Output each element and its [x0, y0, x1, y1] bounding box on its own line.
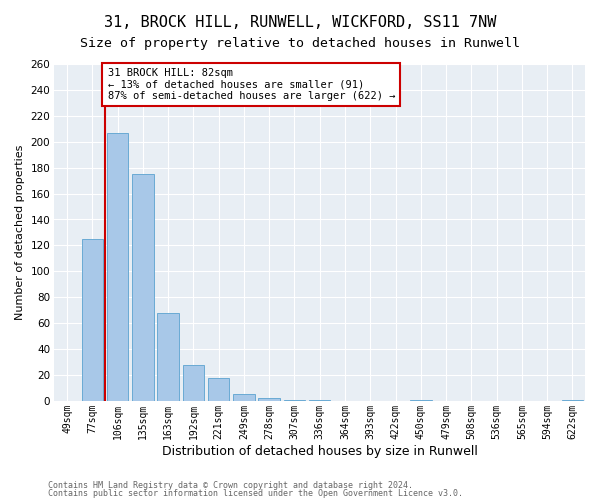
Bar	[309, 400, 331, 401]
Bar	[82, 239, 103, 401]
Bar	[208, 378, 229, 401]
Bar	[132, 174, 154, 401]
Text: Contains public sector information licensed under the Open Government Licence v3: Contains public sector information licen…	[48, 489, 463, 498]
Y-axis label: Number of detached properties: Number of detached properties	[15, 145, 25, 320]
Text: 31, BROCK HILL, RUNWELL, WICKFORD, SS11 7NW: 31, BROCK HILL, RUNWELL, WICKFORD, SS11 …	[104, 15, 496, 30]
X-axis label: Distribution of detached houses by size in Runwell: Distribution of detached houses by size …	[162, 444, 478, 458]
Bar	[410, 400, 431, 401]
Bar	[182, 364, 204, 401]
Bar	[157, 313, 179, 401]
Bar	[107, 132, 128, 401]
Bar	[284, 400, 305, 401]
Bar	[233, 394, 254, 401]
Bar	[259, 398, 280, 401]
Text: Size of property relative to detached houses in Runwell: Size of property relative to detached ho…	[80, 38, 520, 51]
Text: Contains HM Land Registry data © Crown copyright and database right 2024.: Contains HM Land Registry data © Crown c…	[48, 480, 413, 490]
Text: 31 BROCK HILL: 82sqm
← 13% of detached houses are smaller (91)
87% of semi-detac: 31 BROCK HILL: 82sqm ← 13% of detached h…	[107, 68, 395, 101]
Bar	[562, 400, 583, 401]
